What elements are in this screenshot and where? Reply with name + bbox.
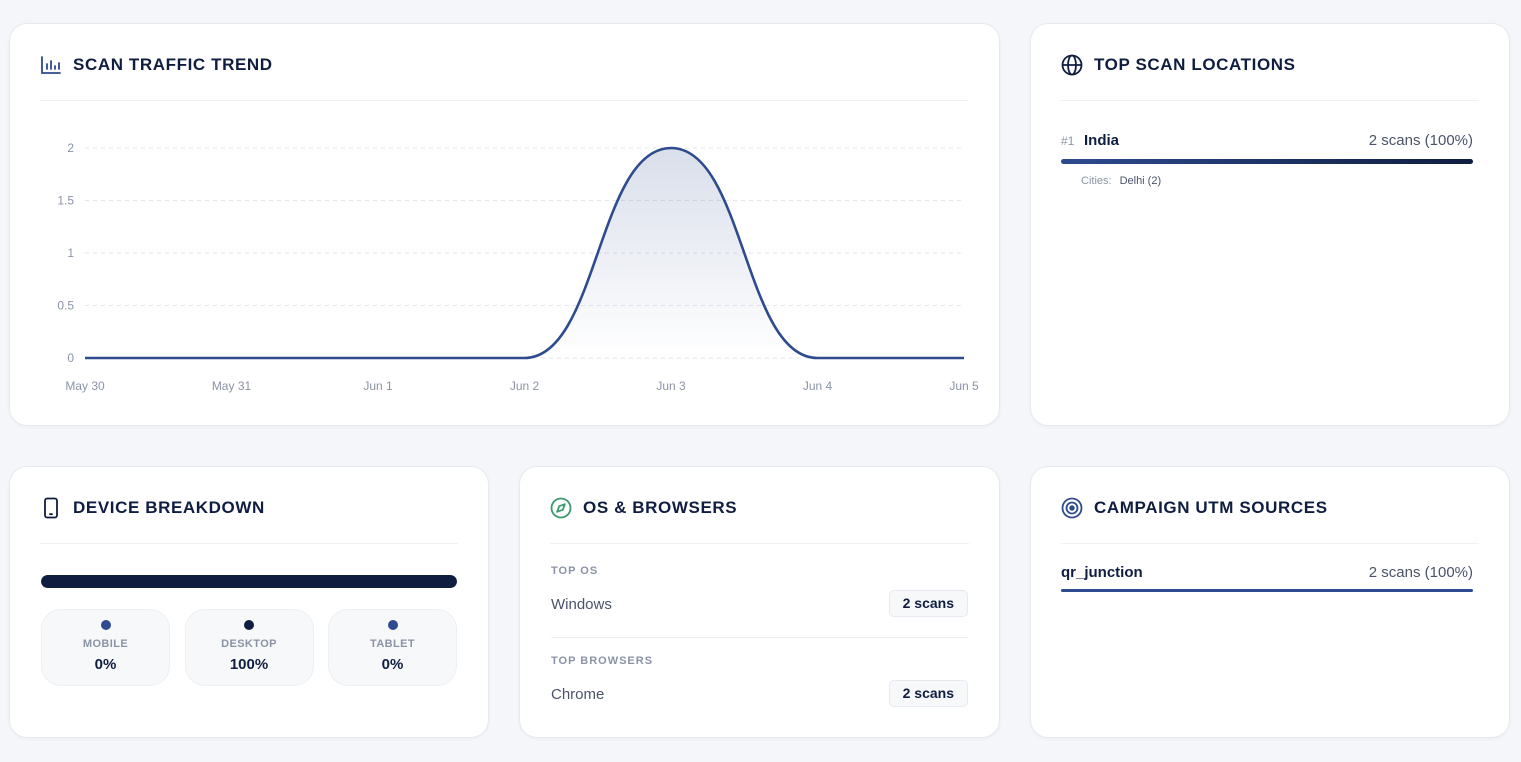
- device-value: 0%: [381, 656, 404, 673]
- scan-traffic-header: SCAN TRAFFIC TREND: [40, 54, 969, 101]
- top-locations-title: TOP SCAN LOCATIONS: [1094, 55, 1296, 74]
- device-value: 100%: [229, 656, 269, 673]
- y-tick-label: 1.5: [57, 194, 74, 208]
- device-breakdown-title: DEVICE BREAKDOWN: [73, 498, 265, 517]
- device-share-bar-fill: [41, 575, 457, 588]
- traffic-line: [85, 146, 964, 360]
- device-label: DESKTOP: [221, 638, 277, 650]
- cities-label: Cities:: [1081, 175, 1112, 187]
- device-dot-icon: [244, 620, 254, 630]
- scan-traffic-title: SCAN TRAFFIC TREND: [73, 55, 273, 74]
- x-tick-label: May 31: [212, 379, 252, 393]
- browser-name: Chrome: [551, 686, 605, 703]
- device-tiles: MOBILE 0% DESKTOP 100% TABLET 0%: [41, 609, 457, 686]
- y-tick-label: 1: [67, 246, 74, 260]
- location-cities: Cities: Delhi (2): [1081, 175, 1161, 187]
- location-item[interactable]: #1 India 2 scans (100%): [1061, 132, 1473, 152]
- traffic-area: [85, 148, 964, 358]
- bar-chart-icon: [40, 54, 62, 76]
- utm-source-count: 2 scans (100%): [1368, 564, 1473, 581]
- location-count: 2 scans (100%): [1368, 132, 1473, 149]
- x-tick-label: Jun 4: [803, 379, 833, 393]
- top-os-label: TOP OS: [551, 565, 599, 577]
- utm-sources-header: CAMPAIGN UTM SOURCES: [1061, 497, 1479, 544]
- target-icon: [1061, 497, 1083, 519]
- x-tick-label: May 30: [65, 379, 105, 393]
- utm-source-name: qr_junction: [1061, 564, 1143, 581]
- device-label: MOBILE: [82, 638, 129, 650]
- device-tile-mobile: MOBILE 0%: [41, 609, 170, 686]
- device-dot-icon: [100, 620, 111, 630]
- utm-sources-card: CAMPAIGN UTM SOURCES qr_junction 2 scans…: [1030, 466, 1510, 738]
- device-breakdown-header: DEVICE BREAKDOWN: [40, 497, 458, 544]
- smartphone-icon: [40, 497, 62, 519]
- y-tick-label: 0.5: [57, 299, 74, 313]
- os-divider: [551, 637, 968, 638]
- x-tick-label: Jun 1: [363, 379, 393, 393]
- y-tick-label: 2: [67, 141, 74, 155]
- y-tick-label: 0: [67, 351, 74, 365]
- scan-traffic-chart: 0 0.5 1 1.5 2 May 30 May 31 Jun 1 Jun 2 Jun 3 Jun…: [57, 141, 979, 393]
- utm-bar: [1061, 589, 1473, 592]
- compass-icon: [550, 497, 572, 519]
- os-browsers-header: OS & BROWSERS: [550, 497, 969, 544]
- device-dot-icon: [387, 620, 398, 630]
- device-breakdown-card: DEVICE BREAKDOWN MOBILE 0% DESKTOP 100% …: [9, 466, 489, 738]
- cities-value: Delhi (2): [1119, 175, 1162, 187]
- utm-bar-fill: [1061, 589, 1473, 592]
- os-browsers-title: OS & BROWSERS: [583, 498, 738, 517]
- location-country: India: [1084, 132, 1120, 149]
- scan-traffic-card: SCAN TRAFFIC TREND 0 0.5 1 1.5 2 May 30 May 3…: [9, 23, 1000, 426]
- top-locations-header: TOP SCAN LOCATIONS: [1061, 54, 1479, 101]
- os-browsers-card: OS & BROWSERS TOP OS Windows 2 scans TOP…: [519, 466, 1000, 738]
- location-bar: [1061, 159, 1473, 164]
- globe-icon: [1061, 54, 1083, 76]
- location-rank: #1: [1061, 134, 1075, 148]
- device-tile-tablet: TABLET 0%: [328, 609, 457, 686]
- device-value: 0%: [94, 656, 117, 673]
- x-tick-label: Jun 5: [949, 379, 979, 393]
- x-tick-label: Jun 2: [510, 379, 540, 393]
- utm-sources-title: CAMPAIGN UTM SOURCES: [1094, 498, 1328, 517]
- device-share-bar: [41, 575, 457, 588]
- x-tick-label: Jun 3: [656, 379, 686, 393]
- os-count-chip: 2 scans: [888, 590, 968, 617]
- top-locations-card: TOP SCAN LOCATIONS #1 India 2 scans (100…: [1030, 23, 1510, 426]
- browser-count-chip: 2 scans: [888, 680, 968, 707]
- device-tile-desktop: DESKTOP 100%: [184, 609, 314, 686]
- location-bar-fill: [1061, 159, 1473, 164]
- device-label: TABLET: [370, 638, 415, 650]
- utm-item[interactable]: qr_junction 2 scans (100%): [1061, 564, 1473, 584]
- os-name: Windows: [551, 596, 612, 613]
- top-browsers-label: TOP BROWSERS: [551, 655, 654, 667]
